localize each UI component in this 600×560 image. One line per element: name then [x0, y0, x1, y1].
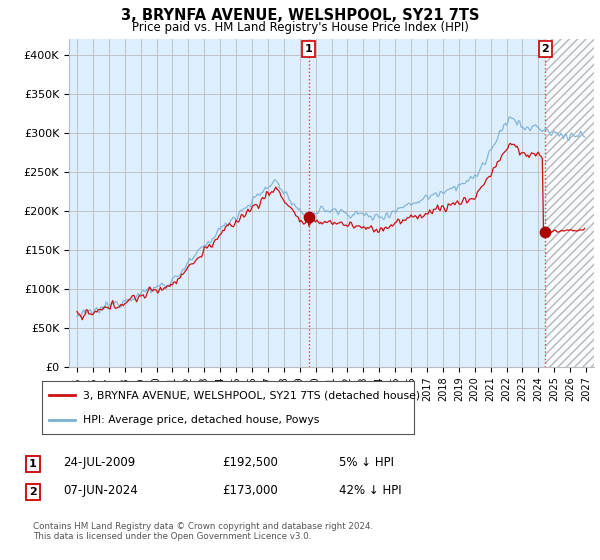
Text: 3, BRYNFA AVENUE, WELSHPOOL, SY21 7TS (detached house): 3, BRYNFA AVENUE, WELSHPOOL, SY21 7TS (d…	[83, 390, 420, 400]
Text: 24-JUL-2009: 24-JUL-2009	[63, 456, 135, 469]
Text: £173,000: £173,000	[222, 484, 278, 497]
Text: Price paid vs. HM Land Registry's House Price Index (HPI): Price paid vs. HM Land Registry's House …	[131, 21, 469, 34]
Text: 1: 1	[305, 44, 313, 54]
Text: 42% ↓ HPI: 42% ↓ HPI	[339, 484, 401, 497]
Point	[304, 212, 314, 221]
Text: 5% ↓ HPI: 5% ↓ HPI	[339, 456, 394, 469]
Text: £192,500: £192,500	[222, 456, 278, 469]
Text: Contains HM Land Registry data © Crown copyright and database right 2024.
This d: Contains HM Land Registry data © Crown c…	[33, 522, 373, 542]
Text: 1: 1	[29, 459, 37, 469]
Text: 3, BRYNFA AVENUE, WELSHPOOL, SY21 7TS: 3, BRYNFA AVENUE, WELSHPOOL, SY21 7TS	[121, 8, 479, 24]
Text: 07-JUN-2024: 07-JUN-2024	[63, 484, 138, 497]
Point	[541, 227, 550, 236]
Text: HPI: Average price, detached house, Powys: HPI: Average price, detached house, Powy…	[83, 414, 319, 424]
Text: 2: 2	[541, 44, 549, 54]
Bar	[545, 39, 594, 367]
Text: 2: 2	[29, 487, 37, 497]
